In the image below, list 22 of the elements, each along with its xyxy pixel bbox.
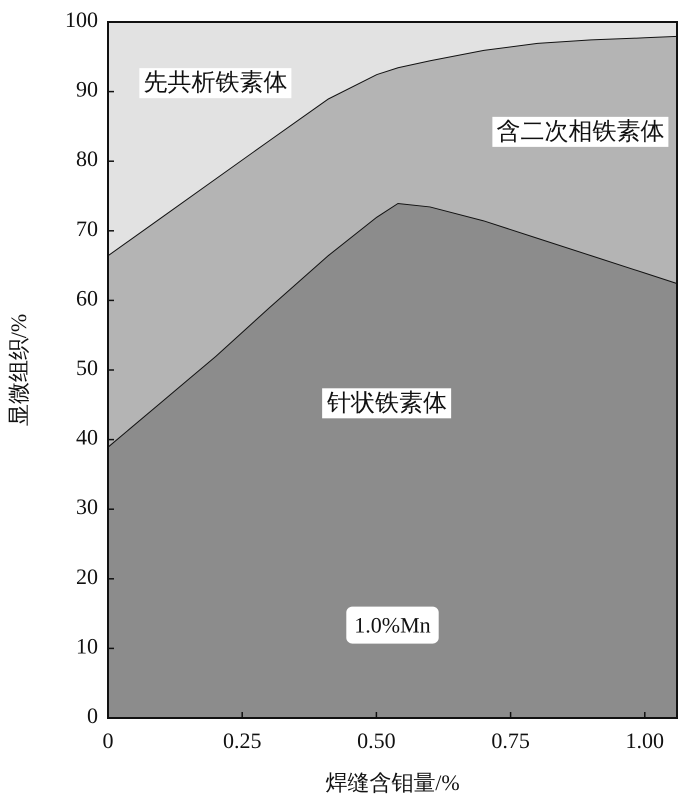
y-tick-label: 40	[76, 424, 98, 450]
y-tick-label: 60	[76, 285, 98, 310]
x-tick-label: 1.00	[626, 728, 664, 753]
x-tick-label: 0	[102, 728, 114, 753]
y-tick-label: 20	[76, 564, 98, 589]
x-axis-title: 焊缝含钼量/%	[325, 770, 460, 795]
y-tick-label: 80	[76, 146, 98, 172]
y-tick-label: 70	[76, 216, 98, 241]
annotation: 1.0%Mn	[354, 612, 431, 638]
x-tick-label: 0.75	[491, 728, 530, 753]
y-axis-title: 显微组织/%	[6, 314, 31, 426]
series-label: 含二次相铁素体	[496, 118, 664, 145]
x-tick-label: 0.25	[222, 728, 262, 753]
y-tick-label: 90	[76, 76, 98, 102]
y-tick-label: 100	[65, 7, 98, 32]
series-label: 先共析铁素体	[143, 70, 288, 96]
y-tick-label: 30	[76, 494, 98, 520]
y-tick-label: 0	[87, 703, 98, 728]
series-label: 针状铁素体	[326, 390, 448, 416]
x-tick-label: 0.50	[357, 728, 396, 753]
y-tick-label: 10	[76, 633, 98, 658]
y-tick-label: 50	[76, 355, 98, 380]
